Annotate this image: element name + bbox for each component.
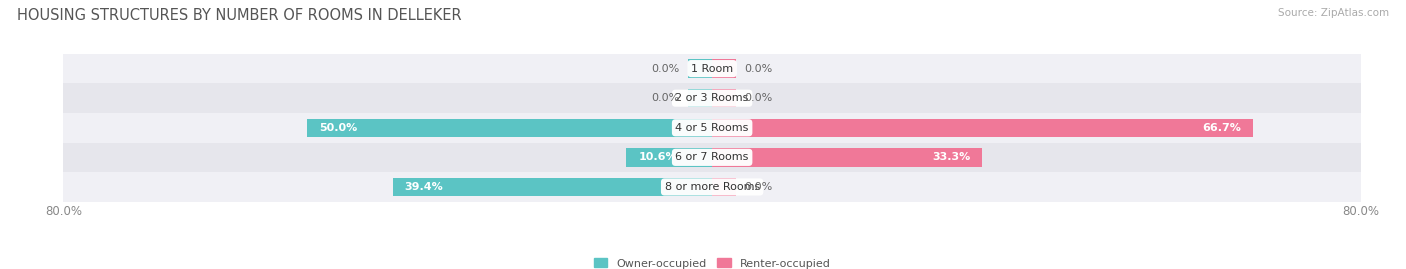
- Bar: [713, 148, 983, 167]
- Bar: [688, 89, 713, 107]
- Text: 1 Room: 1 Room: [692, 63, 733, 74]
- Text: 50.0%: 50.0%: [319, 123, 357, 133]
- Bar: [713, 59, 737, 78]
- Text: 10.6%: 10.6%: [638, 152, 676, 162]
- Text: 8 or more Rooms: 8 or more Rooms: [665, 182, 759, 192]
- Bar: [63, 172, 1361, 202]
- Text: 0.0%: 0.0%: [745, 182, 773, 192]
- Text: 0.0%: 0.0%: [651, 93, 679, 103]
- Bar: [713, 89, 737, 107]
- Bar: [626, 148, 713, 167]
- Bar: [713, 178, 737, 196]
- Text: 6 or 7 Rooms: 6 or 7 Rooms: [675, 152, 749, 162]
- Bar: [63, 83, 1361, 113]
- Text: 39.4%: 39.4%: [405, 182, 443, 192]
- Bar: [713, 119, 1253, 137]
- Bar: [63, 143, 1361, 172]
- Text: 2 or 3 Rooms: 2 or 3 Rooms: [675, 93, 749, 103]
- Text: HOUSING STRUCTURES BY NUMBER OF ROOMS IN DELLEKER: HOUSING STRUCTURES BY NUMBER OF ROOMS IN…: [17, 8, 461, 23]
- Text: 0.0%: 0.0%: [745, 63, 773, 74]
- Legend: Owner-occupied, Renter-occupied: Owner-occupied, Renter-occupied: [589, 254, 835, 269]
- Bar: [392, 178, 713, 196]
- Bar: [63, 54, 1361, 83]
- Text: Source: ZipAtlas.com: Source: ZipAtlas.com: [1278, 8, 1389, 18]
- Text: 0.0%: 0.0%: [745, 93, 773, 103]
- Bar: [688, 59, 713, 78]
- Text: 0.0%: 0.0%: [651, 63, 679, 74]
- Bar: [307, 119, 713, 137]
- Text: 33.3%: 33.3%: [932, 152, 970, 162]
- Bar: [63, 113, 1361, 143]
- Text: 66.7%: 66.7%: [1202, 123, 1241, 133]
- Text: 4 or 5 Rooms: 4 or 5 Rooms: [675, 123, 749, 133]
